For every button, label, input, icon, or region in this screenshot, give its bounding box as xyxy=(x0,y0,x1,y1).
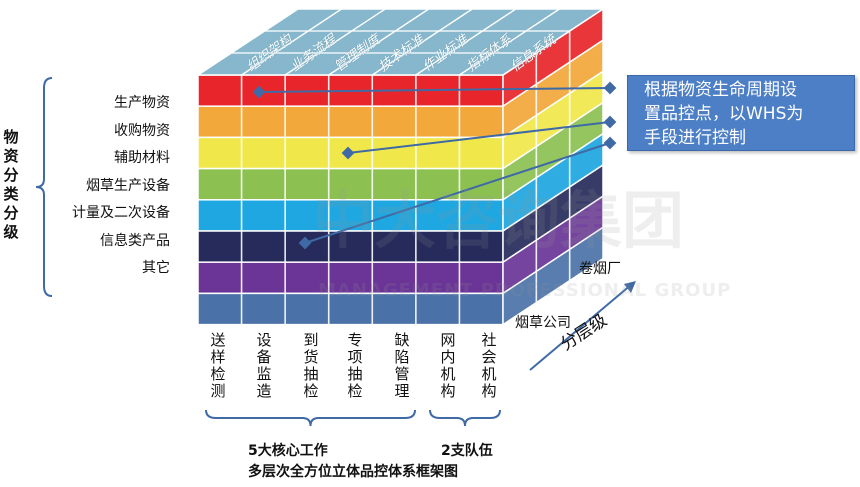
side-label-lower: 烟草公司 xyxy=(515,315,571,331)
row-label: 计量及二次设备 xyxy=(72,205,170,221)
column-label: 网内机构 xyxy=(440,331,456,400)
column-label: 专项抽检 xyxy=(347,331,363,400)
row-label: 收购物资 xyxy=(114,122,170,139)
top-divider xyxy=(415,8,517,76)
left-brace xyxy=(35,77,53,297)
connector-line xyxy=(347,121,611,154)
top-divider xyxy=(459,8,560,76)
row-label: 其它 xyxy=(142,260,170,276)
row-label: 辅助材料 xyxy=(114,150,170,166)
connector-marker xyxy=(341,146,355,160)
decorations xyxy=(35,77,636,427)
axis-arrow-line xyxy=(529,283,633,371)
callout-box: 根据物资生命周期设 置品控点，以WHS为 手段进行控制 xyxy=(627,75,855,151)
callout-line-1: 根据物资生命周期设 xyxy=(644,80,797,100)
row-label: 生产物资 xyxy=(114,95,170,111)
connector-line xyxy=(304,142,611,244)
watermark-text: 中大咨询集团 xyxy=(312,184,685,257)
front-band xyxy=(197,230,504,263)
callout-line-3: 手段进行控制 xyxy=(644,128,746,148)
axis-arrowhead xyxy=(624,281,636,293)
classification-title: 物资分类分级 xyxy=(3,128,19,241)
top-divider xyxy=(328,8,430,76)
connector-marker xyxy=(298,236,312,250)
connector-line xyxy=(258,87,611,93)
diagram-caption: 多层次全方位立体品控体系框架图 xyxy=(248,464,458,480)
front-band xyxy=(197,292,504,326)
bottom-brace-core xyxy=(205,409,416,427)
column-label: 送样检测 xyxy=(210,331,226,400)
row-label: 信息类产品 xyxy=(100,232,170,249)
front-band xyxy=(197,105,504,139)
row-label: 烟草生产设备 xyxy=(86,177,170,194)
column-label: 社会机构 xyxy=(481,331,497,400)
connector-marker xyxy=(603,136,617,150)
connector-marker xyxy=(603,81,617,95)
column-label: 到货抽检 xyxy=(303,331,319,400)
top-divider xyxy=(284,8,386,76)
side-face xyxy=(502,7,604,326)
side-label-upper: 卷烟厂 xyxy=(579,261,621,277)
bottom-brace-teams xyxy=(429,409,501,427)
top-divider xyxy=(371,8,473,76)
brace-label-core-work: 5大核心工作 xyxy=(248,443,328,459)
top-face xyxy=(195,8,606,76)
connector-marker xyxy=(252,85,266,99)
watermark-subtext: MANAGEMENT PROFESSIONAL GROUP xyxy=(318,280,732,301)
column-label: 缺陷管理 xyxy=(394,331,410,400)
brace-label-teams: 2支队伍 xyxy=(441,443,493,459)
front-face xyxy=(197,74,504,326)
connector-marker xyxy=(603,115,617,129)
callout-line-2: 置品控点，以WHS为 xyxy=(644,104,804,124)
top-divider xyxy=(241,8,342,76)
column-label: 设备监造 xyxy=(256,331,272,400)
